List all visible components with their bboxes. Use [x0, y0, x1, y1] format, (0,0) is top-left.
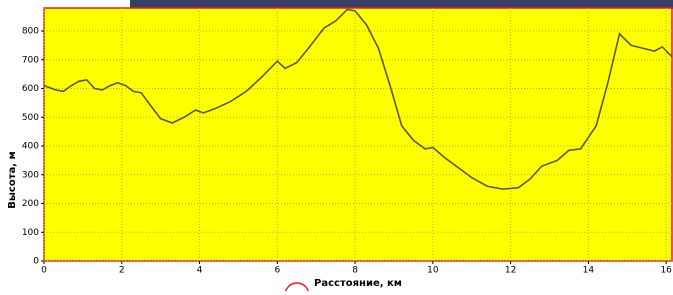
marker-circle — [285, 283, 309, 291]
y-tick-label: 800 — [22, 27, 39, 37]
y-tick-label: 500 — [22, 113, 39, 123]
x-tick-label: 16 — [660, 266, 672, 276]
y-tick-label: 100 — [22, 228, 39, 238]
x-tick-label: 8 — [352, 266, 358, 276]
chart: Расстояние, км Высота, м 0 2 4 6 8 10 12 14 16 0 1… — [0, 0, 673, 291]
y-tick-label: 700 — [22, 55, 39, 65]
x-tick-label: 6 — [274, 266, 280, 276]
x-tick-label: 10 — [427, 266, 439, 276]
x-tick-label: 0 — [41, 266, 47, 276]
y-axis-label: Высота, м — [7, 151, 18, 208]
x-tick-label: 14 — [583, 266, 595, 276]
y-tick-label: 0 — [33, 257, 39, 267]
y-tick-label: 300 — [22, 170, 39, 180]
x-tick-label: 12 — [505, 266, 516, 276]
x-tick-label: 4 — [197, 266, 203, 276]
y-tick-label: 600 — [22, 84, 39, 94]
y-tick-label: 400 — [22, 142, 39, 152]
plot-area — [44, 8, 672, 261]
x-tick-label: 2 — [119, 266, 125, 276]
x-axis-label: Расстояние, км — [314, 278, 402, 289]
y-tick-label: 200 — [22, 199, 39, 209]
